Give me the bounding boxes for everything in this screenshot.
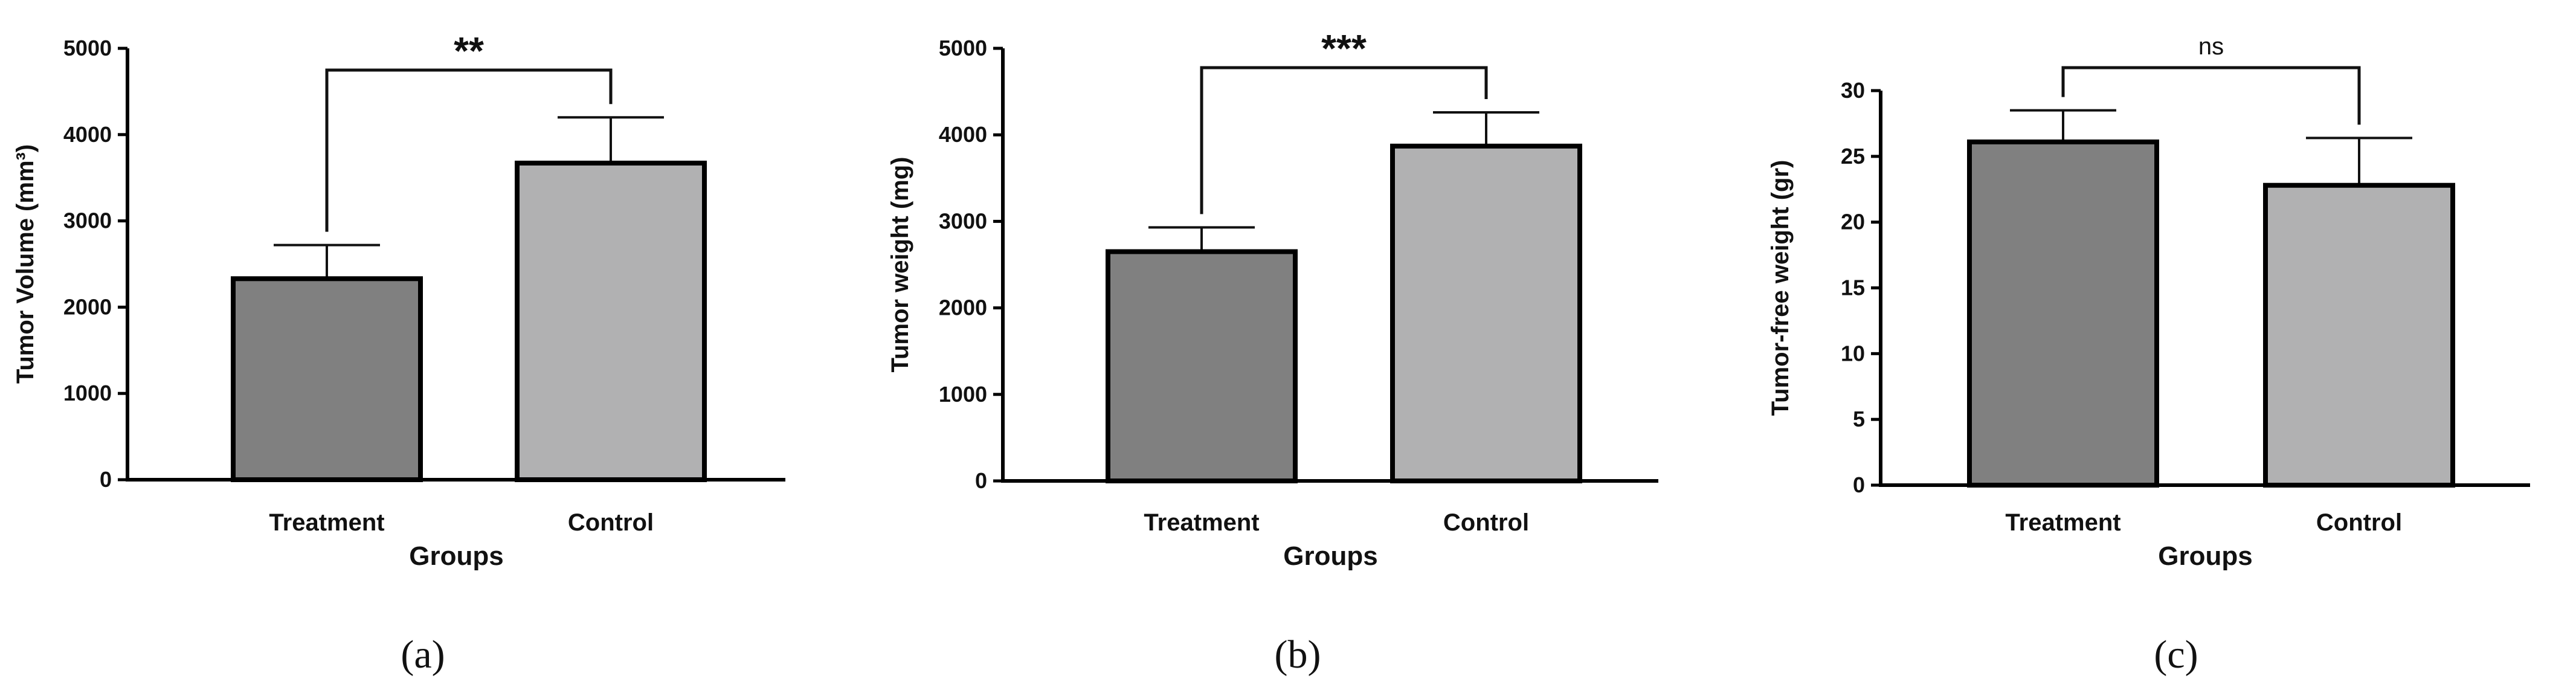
x-tick-label-control: Control [1443, 509, 1529, 536]
y-axis-title: Tumor-free weight (gr) [1767, 160, 1794, 416]
y-tick-label: 5000 [939, 36, 987, 60]
y-tick-label: 1000 [63, 381, 112, 405]
x-axis-title: Groups [2158, 541, 2252, 571]
y-tick-label: 3000 [939, 208, 987, 233]
significance-bracket [2061, 66, 2361, 125]
significance-label: ns [2198, 33, 2224, 60]
y-tick-label: 3000 [63, 208, 112, 233]
bar-control [2263, 182, 2455, 488]
y-tick-label: 2000 [939, 295, 987, 320]
y-tick-label: 15 [1841, 276, 1865, 300]
y-tick-label: 4000 [63, 122, 112, 147]
x-tick-label-treatment: Treatment [1144, 509, 1259, 536]
bar-control [1390, 143, 1582, 484]
x-tick-label-treatment: Treatment [2005, 509, 2120, 536]
y-tick-label: 5 [1853, 407, 1865, 431]
y-axis-title: Tumor Volume (mm³) [12, 144, 39, 384]
x-tick-label-treatment: Treatment [269, 509, 384, 536]
chart-b: 0 1000 2000 3000 4000 5000 Treatment Control ***… [887, 27, 1658, 571]
chart-c: 0 5 10 15 20 25 30 Treatment Control ns Groups Tumo… [1767, 33, 2530, 571]
panel-label-c: (c) [2154, 633, 2198, 677]
x-axis-title: Groups [1283, 541, 1377, 571]
y-tick-label: 0 [100, 467, 112, 492]
y-tick-label: 2000 [63, 294, 112, 319]
y-tick-label: 1000 [939, 382, 987, 407]
panel-label-a: (a) [401, 633, 445, 677]
y-tick-label: 30 [1841, 78, 1865, 103]
significance-label: ** [454, 29, 484, 72]
bar-treatment [1967, 139, 2159, 488]
panel-label-b: (b) [1275, 633, 1321, 677]
y-axis-title: Tumor weight (mg) [887, 157, 913, 373]
significance-bracket [1200, 66, 1488, 214]
significance-label: *** [1321, 27, 1367, 70]
x-axis-title: Groups [409, 541, 503, 571]
x-tick-label-control: Control [568, 509, 654, 536]
bar-treatment [1106, 249, 1298, 483]
bar-treatment [231, 276, 423, 482]
y-tick-label: 0 [975, 468, 987, 493]
x-tick-label-control: Control [2316, 509, 2402, 536]
y-tick-label: 25 [1841, 144, 1865, 169]
bar-control [515, 160, 707, 482]
chart-a: 0 1000 2000 3000 4000 5000 Treatment Control ** G… [12, 29, 785, 571]
y-tick-label: 4000 [939, 122, 987, 147]
significance-bracket [325, 68, 613, 232]
y-tick-label: 0 [1853, 472, 1865, 497]
y-tick-label: 10 [1841, 341, 1865, 366]
y-tick-label: 5000 [63, 36, 112, 60]
y-tick-label: 20 [1841, 210, 1865, 234]
